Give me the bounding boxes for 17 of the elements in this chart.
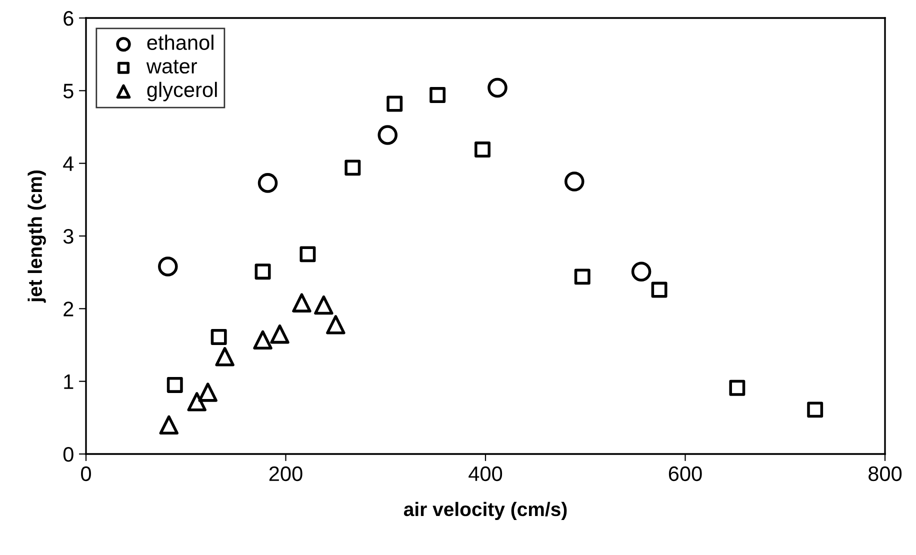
y-tick-label: 0: [63, 447, 74, 462]
legend-label: glycerol: [147, 82, 217, 102]
x-tick-label: 600: [668, 466, 702, 482]
x-tick-label: 200: [269, 466, 302, 482]
y-tick-label: 5: [63, 84, 74, 98]
y-axis-title: jet length (cm): [28, 170, 46, 303]
y-tick-label: 2: [64, 302, 74, 316]
y-tick-label: 6: [64, 11, 74, 26]
y-tick-label: 1: [64, 374, 74, 389]
x-tick-label: 0: [81, 466, 91, 482]
y-tick-label: 4: [63, 156, 74, 171]
x-tick-label: 800: [868, 466, 902, 482]
legend-label: ethanol: [147, 34, 214, 50]
legend-label: water: [146, 60, 198, 74]
x-tick-label: 400: [468, 466, 502, 482]
y-tick-label: 3: [63, 229, 74, 244]
x-axis-title: air velocity (cm/s): [404, 502, 567, 520]
